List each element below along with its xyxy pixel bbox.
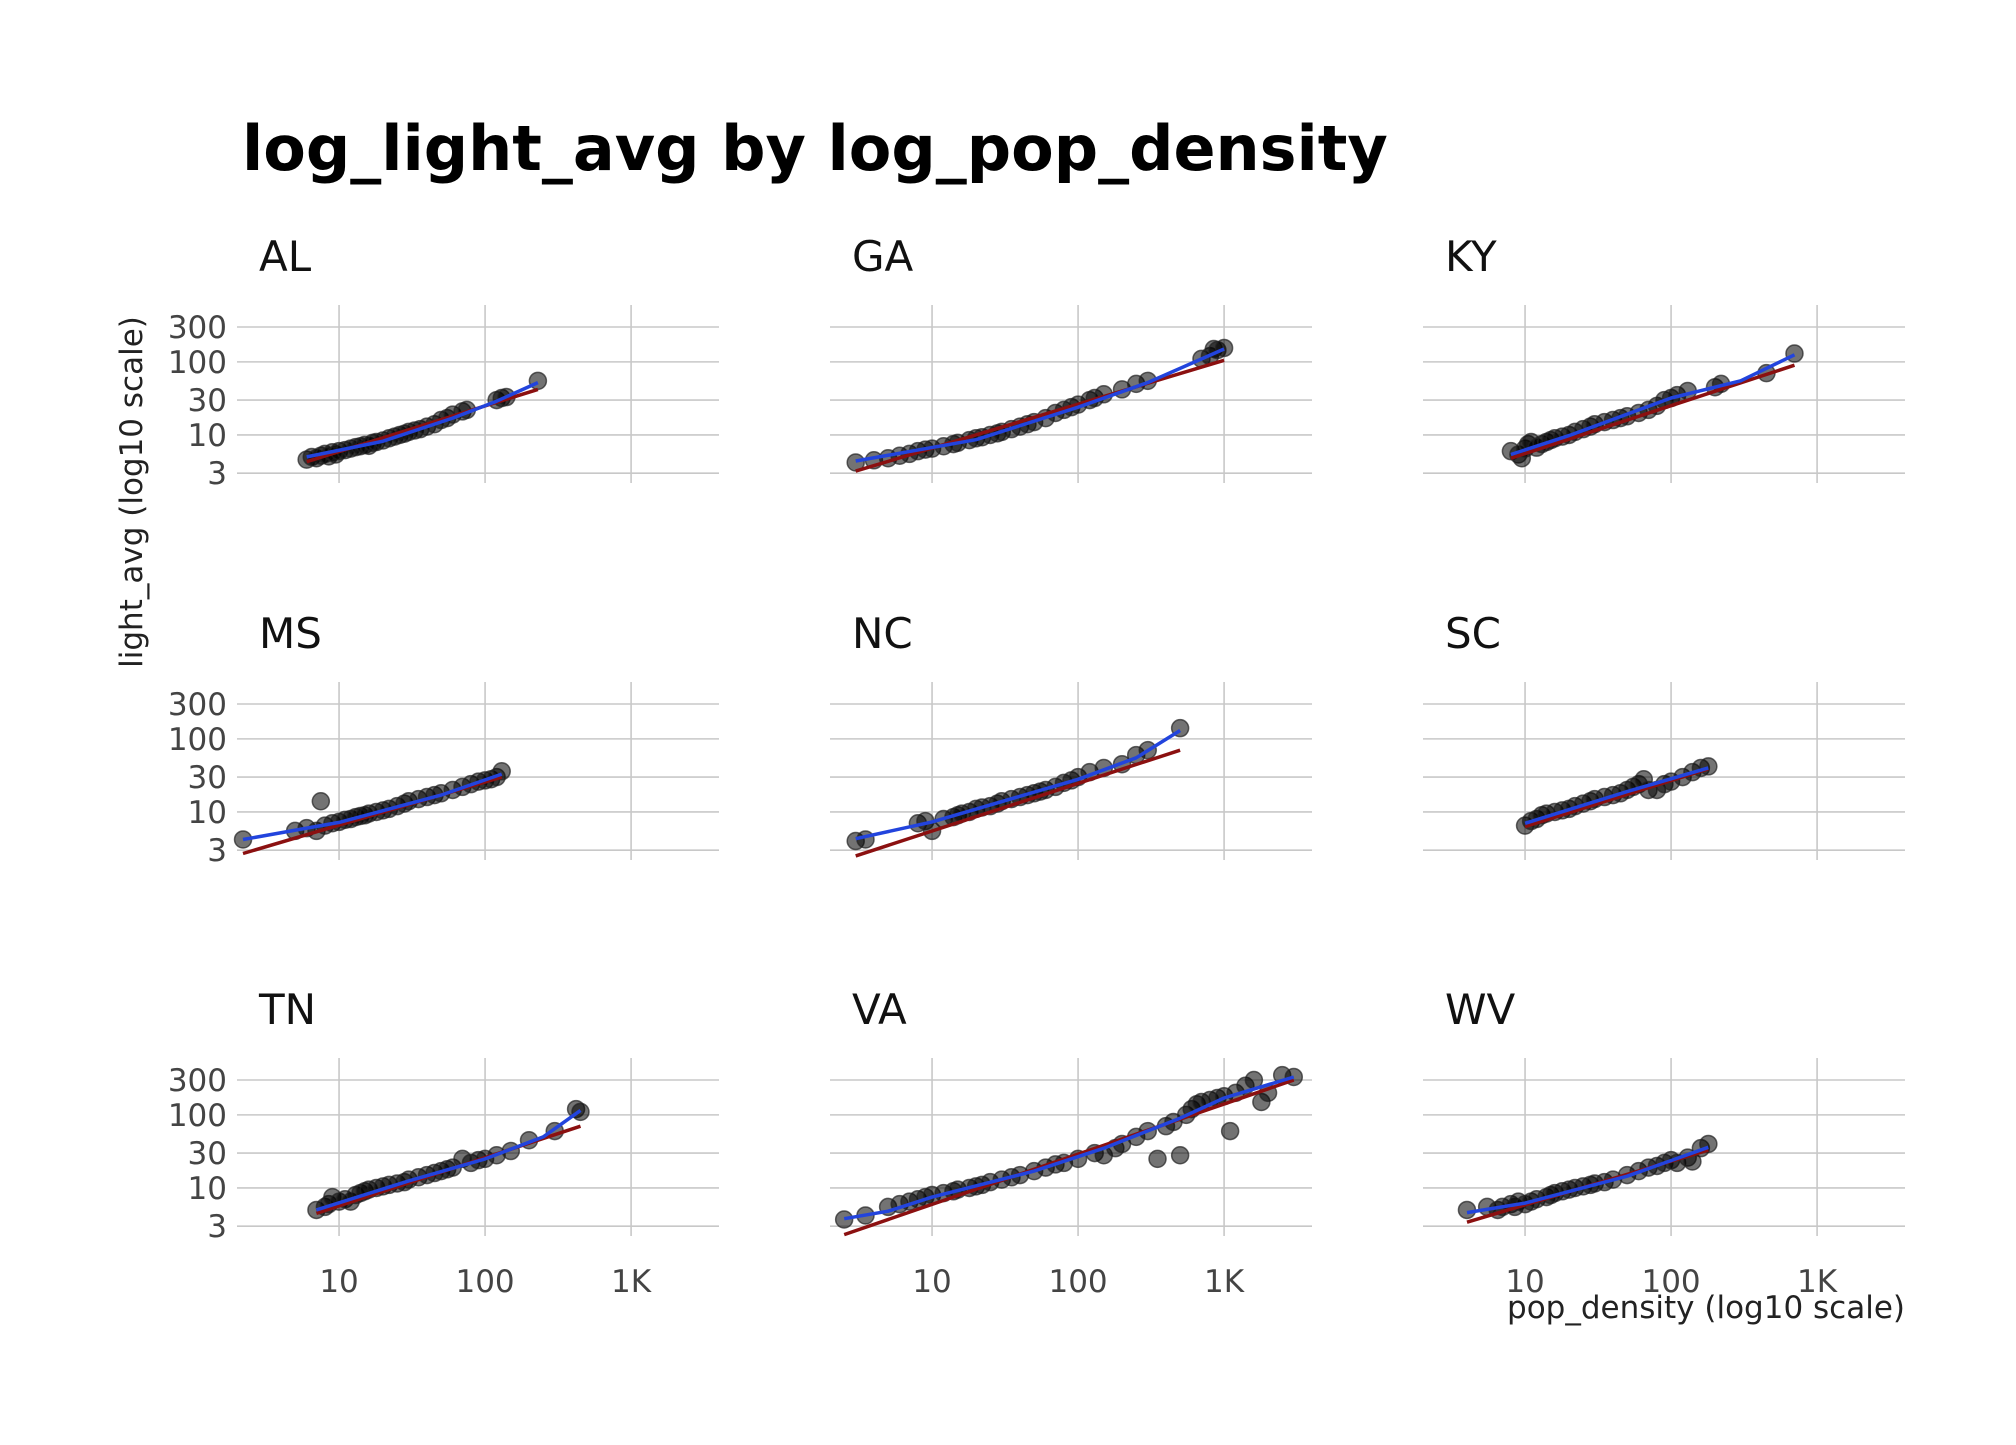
x-tick-label-wv-100: 100 [1641,1264,1700,1300]
y-tick-label-al-30: 30 [188,383,227,419]
y-axis-title: light_avg (log10 scale) [114,316,150,668]
y-tick-label-ms-30: 30 [188,760,227,796]
y-tick-label-ms-100: 100 [168,722,227,758]
strip-label-ky: KY [1445,232,1497,281]
strip-label-ga: GA [852,232,914,281]
smooth-fit-line-nc [855,729,1182,841]
strip-label-ms: MS [259,609,322,658]
panel-ga: GA [830,232,1312,483]
y-tick-label-tn-3: 3 [207,1209,227,1245]
y-tick-label-ms-10: 10 [188,795,227,831]
smooth-fit-line-wv [1466,1145,1709,1215]
chart-title: log_light_avg by log_pop_density [242,112,1388,185]
y-tick-label-tn-100: 100 [168,1098,227,1134]
y-tick-label-al-10: 10 [188,418,227,454]
point-va-29 [1148,1149,1167,1169]
y-tick-label-tn-300: 300 [168,1063,227,1099]
smooth-fit-line-sc [1524,766,1709,825]
x-tick-label-va-1000: 1K [1204,1264,1245,1300]
point-va-40 [1220,1121,1240,1141]
strip-label-nc: NC [852,609,913,658]
x-tick-label-wv-1000: 1K [1797,1264,1838,1300]
x-tick-label-wv-10: 10 [1505,1264,1544,1300]
smooth-fit-line-ms [242,772,503,842]
panel-ky: KY [1423,232,1905,483]
x-tick-label-tn-10: 10 [319,1264,358,1300]
strip-label-al: AL [259,232,312,281]
y-tick-label-al-3: 3 [207,456,227,492]
strip-label-wv: WV [1445,985,1516,1034]
y-tick-label-al-100: 100 [168,345,227,381]
smooth-fit-line-al [306,381,539,459]
panel-nc: NC [830,609,1312,860]
linear-fit-line-ga [855,358,1225,473]
smooth-fit-line-va [843,1075,1295,1221]
linear-fit-line-nc [855,748,1181,858]
smooth-fit-line-tn [315,1108,582,1212]
y-tick-label-ms-300: 300 [168,687,227,723]
x-axis-title: pop_density (log10 scale) [1507,1290,1905,1326]
y-tick-label-tn-10: 10 [188,1171,227,1207]
y-tick-label-ms-3: 3 [207,833,227,869]
point-va-32 [1170,1146,1190,1165]
panel-wv: WV 10 100 1K [1423,985,1905,1300]
strip-label-va: VA [852,985,907,1034]
smooth-fit-line-ky [1510,353,1796,457]
strip-label-sc: SC [1445,609,1501,658]
x-tick-label-tn-100: 100 [455,1264,514,1300]
linear-fit-line-va [843,1078,1295,1237]
smooth-fit-line-ga [855,347,1225,463]
x-tick-label-va-10: 10 [912,1264,951,1300]
panel-va: VA 10 100 1K [830,985,1312,1300]
linear-fit-line-ky [1510,363,1796,460]
strip-label-tn: TN [258,985,316,1034]
x-tick-label-tn-1000: 1K [611,1264,652,1300]
point-va-0 [834,1210,854,1229]
panel-sc: SC [1423,609,1905,860]
point-ms-4 [311,792,331,811]
x-tick-label-va-100: 100 [1048,1264,1107,1300]
y-tick-label-tn-30: 30 [188,1136,227,1172]
y-tick-label-al-300: 300 [168,310,227,346]
point-ga-36 [1214,338,1234,358]
